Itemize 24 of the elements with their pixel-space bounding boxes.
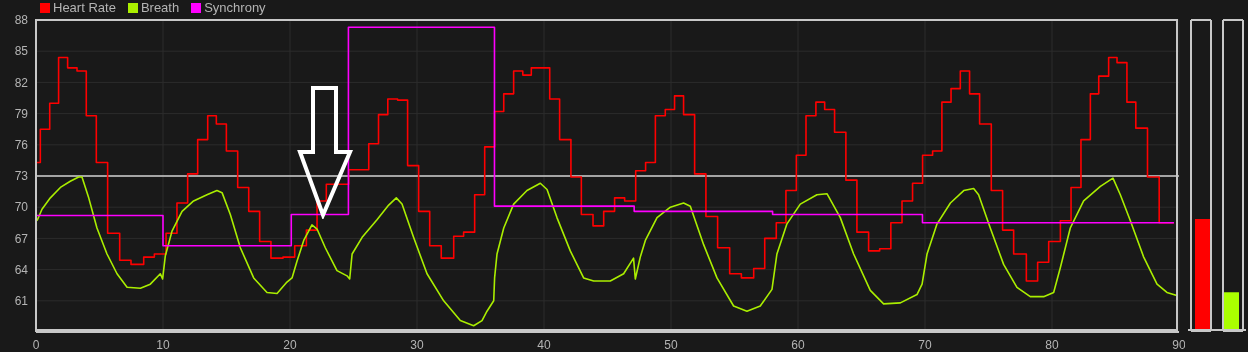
x-tick-label: 70 bbox=[918, 337, 932, 352]
legend-label: Breath bbox=[140, 0, 180, 15]
x-tick-label: 10 bbox=[156, 337, 170, 352]
x-tick-label: 90 bbox=[1172, 337, 1186, 352]
legend-label: Heart Rate bbox=[53, 0, 116, 15]
y-tick-label: 61 bbox=[14, 294, 29, 309]
x-tick-label: 80 bbox=[1045, 337, 1059, 352]
x-tick-label: 50 bbox=[664, 337, 678, 352]
y-tick-label: 73 bbox=[14, 169, 29, 184]
x-tick-label: 20 bbox=[283, 337, 297, 352]
y-tick-label: 82 bbox=[14, 75, 29, 90]
line-series bbox=[36, 176, 1178, 327]
x-tick-label: 60 bbox=[791, 337, 805, 352]
y-tick-label: 76 bbox=[14, 138, 29, 153]
y-tick-label: 88 bbox=[14, 13, 29, 28]
legend-label: Synchrony bbox=[204, 0, 266, 15]
x-tick-label: 30 bbox=[410, 337, 424, 352]
x-tick-label: 0 bbox=[32, 337, 40, 352]
x-tick-label: 40 bbox=[537, 337, 551, 352]
y-tick-label: 64 bbox=[14, 262, 29, 277]
y-tick-label: 70 bbox=[14, 200, 29, 215]
y-tick-label: 85 bbox=[14, 44, 29, 59]
y-tick-label: 67 bbox=[14, 231, 29, 246]
y-tick-label: 79 bbox=[14, 106, 29, 121]
